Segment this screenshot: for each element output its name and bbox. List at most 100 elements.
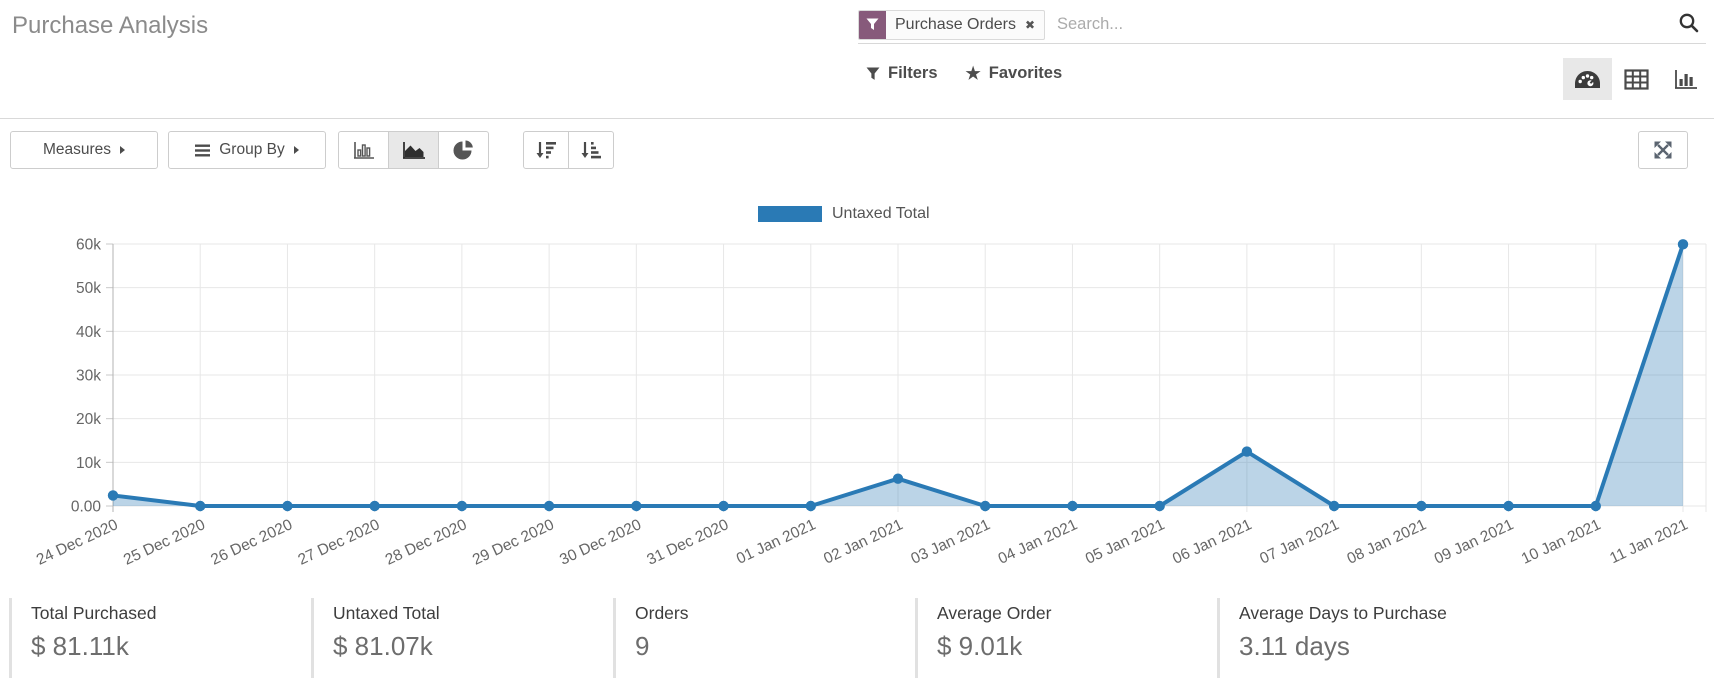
x-tick-label: 05 Jan 2021 — [1083, 516, 1168, 567]
data-point[interactable] — [631, 500, 642, 512]
area-chart-type-button[interactable] — [388, 131, 439, 169]
dashboard-gauge-icon — [1575, 70, 1600, 88]
stat-card: Average Order $ 9.01k — [915, 598, 1217, 678]
search-icon[interactable] — [1674, 12, 1704, 37]
stat-label: Average Days to Purchase — [1239, 603, 1447, 623]
data-point[interactable] — [1154, 500, 1165, 512]
stat-card: Untaxed Total $ 81.07k — [311, 598, 613, 678]
sort-desc-icon — [536, 142, 556, 159]
data-point[interactable] — [107, 490, 119, 501]
pivot-view-button[interactable] — [1612, 58, 1661, 100]
data-point[interactable] — [1416, 500, 1427, 512]
data-point[interactable] — [195, 500, 206, 512]
data-point[interactable] — [980, 500, 991, 512]
sort-descending-button[interactable] — [523, 131, 569, 169]
stat-value: $ 81.11k — [31, 631, 129, 661]
stat-card: Total Purchased $ 81.11k — [9, 598, 311, 678]
x-tick-label: 10 Jan 2021 — [1519, 516, 1604, 567]
y-tick-label: 20k — [76, 411, 101, 428]
search-facet[interactable]: Purchase Orders ✖ — [858, 9, 1045, 40]
data-point[interactable] — [1677, 239, 1689, 250]
search-input[interactable] — [1055, 14, 1674, 35]
data-point[interactable] — [1241, 446, 1253, 457]
y-tick-label: 30k — [76, 368, 101, 385]
stat-label: Untaxed Total — [333, 603, 440, 623]
star-icon: ★ — [965, 64, 981, 83]
data-point[interactable] — [1590, 500, 1601, 512]
measures-button[interactable]: Measures — [10, 131, 158, 169]
filters-button[interactable]: Filters — [866, 64, 938, 83]
caret-right-icon — [293, 146, 299, 154]
group-by-button[interactable]: Group By — [168, 131, 326, 169]
search-bar[interactable]: Purchase Orders ✖ — [858, 6, 1706, 44]
chart-type-group — [338, 131, 489, 169]
group-by-bars-icon — [195, 144, 211, 156]
sort-asc-icon — [581, 142, 601, 159]
chart-region: Untaxed Total 0.00 10k 20k 30k 40k 50k 60k 24 D… — [0, 180, 1714, 598]
filters-label: Filters — [888, 64, 938, 82]
x-tick-label: 25 Dec 2020 — [121, 516, 208, 569]
data-point[interactable] — [805, 500, 816, 512]
x-tick-label: 09 Jan 2021 — [1432, 516, 1517, 567]
pie-chart-icon — [453, 140, 473, 159]
x-tick-label: 04 Jan 2021 — [996, 516, 1081, 567]
x-tick-label: 11 Jan 2021 — [1607, 516, 1690, 567]
view-switcher — [1563, 58, 1710, 100]
x-tick-label: 26 Dec 2020 — [208, 516, 295, 569]
stat-value: 9 — [635, 631, 650, 661]
expand-arrows-icon — [1654, 141, 1672, 159]
data-point[interactable] — [892, 473, 904, 484]
bar-chart-type-button[interactable] — [338, 131, 389, 169]
sort-group — [523, 131, 614, 169]
x-tick-label: 29 Dec 2020 — [470, 516, 557, 569]
legend-label: Untaxed Total — [832, 205, 930, 222]
favorites-label: Favorites — [988, 64, 1063, 82]
data-point[interactable] — [282, 500, 293, 512]
stat-label: Orders — [635, 603, 689, 623]
measures-label: Measures — [42, 141, 112, 158]
y-tick-label: 40k — [76, 324, 101, 341]
x-tick-label: 27 Dec 2020 — [296, 516, 383, 569]
bar-chart-icon — [353, 141, 374, 159]
filter-funnel-icon — [866, 67, 880, 80]
y-tick-label: 50k — [76, 280, 101, 297]
caret-right-icon — [120, 146, 126, 154]
pie-chart-type-button[interactable] — [438, 131, 489, 169]
sort-ascending-button[interactable] — [568, 131, 614, 169]
x-tick-label: 03 Jan 2021 — [908, 516, 993, 567]
data-point[interactable] — [1067, 500, 1078, 512]
y-tick-label: 10k — [76, 455, 101, 472]
fullscreen-button[interactable] — [1638, 131, 1688, 169]
y-tick-label: 0.00 — [71, 499, 102, 516]
x-tick-label: 24 Dec 2020 — [34, 516, 121, 569]
facet-filter-icon — [859, 10, 886, 39]
stat-value: 3.11 days — [1239, 631, 1350, 661]
chart-canvas[interactable]: 0.00 10k 20k 30k 40k 50k 60k 24 Dec 2020 25 Dec … — [0, 180, 1714, 598]
x-tick-label: 07 Jan 2021 — [1257, 516, 1342, 567]
bar-chart-view-icon — [1674, 69, 1697, 89]
x-tick-label: 30 Dec 2020 — [557, 516, 644, 569]
facet-remove-icon[interactable]: ✖ — [1024, 17, 1035, 32]
header-divider — [0, 118, 1714, 119]
y-tick-label: 60k — [76, 237, 101, 254]
data-point[interactable] — [456, 500, 468, 512]
x-tick-label: 01 Jan 2021 — [734, 516, 819, 567]
data-point[interactable] — [369, 500, 380, 512]
data-point[interactable] — [718, 500, 729, 512]
group-by-label: Group By — [219, 141, 285, 158]
data-point[interactable] — [1328, 500, 1340, 512]
stat-label: Total Purchased — [31, 603, 157, 623]
x-tick-label: 02 Jan 2021 — [821, 516, 906, 567]
stat-value: $ 9.01k — [937, 631, 1023, 661]
chart-legend[interactable]: Untaxed Total — [758, 205, 930, 223]
pivot-grid-icon — [1624, 68, 1649, 90]
search-options: Filters ★ Favorites — [866, 64, 1062, 83]
x-tick-label: 08 Jan 2021 — [1345, 516, 1430, 567]
favorites-button[interactable]: ★ Favorites — [966, 64, 1063, 83]
dashboard-view-button[interactable] — [1563, 58, 1612, 100]
graph-view-button[interactable] — [1661, 58, 1710, 100]
data-point[interactable] — [1503, 500, 1514, 512]
facet-label: Purchase Orders — [895, 15, 1016, 33]
x-tick-label: 06 Jan 2021 — [1170, 516, 1255, 567]
data-point[interactable] — [543, 500, 555, 512]
